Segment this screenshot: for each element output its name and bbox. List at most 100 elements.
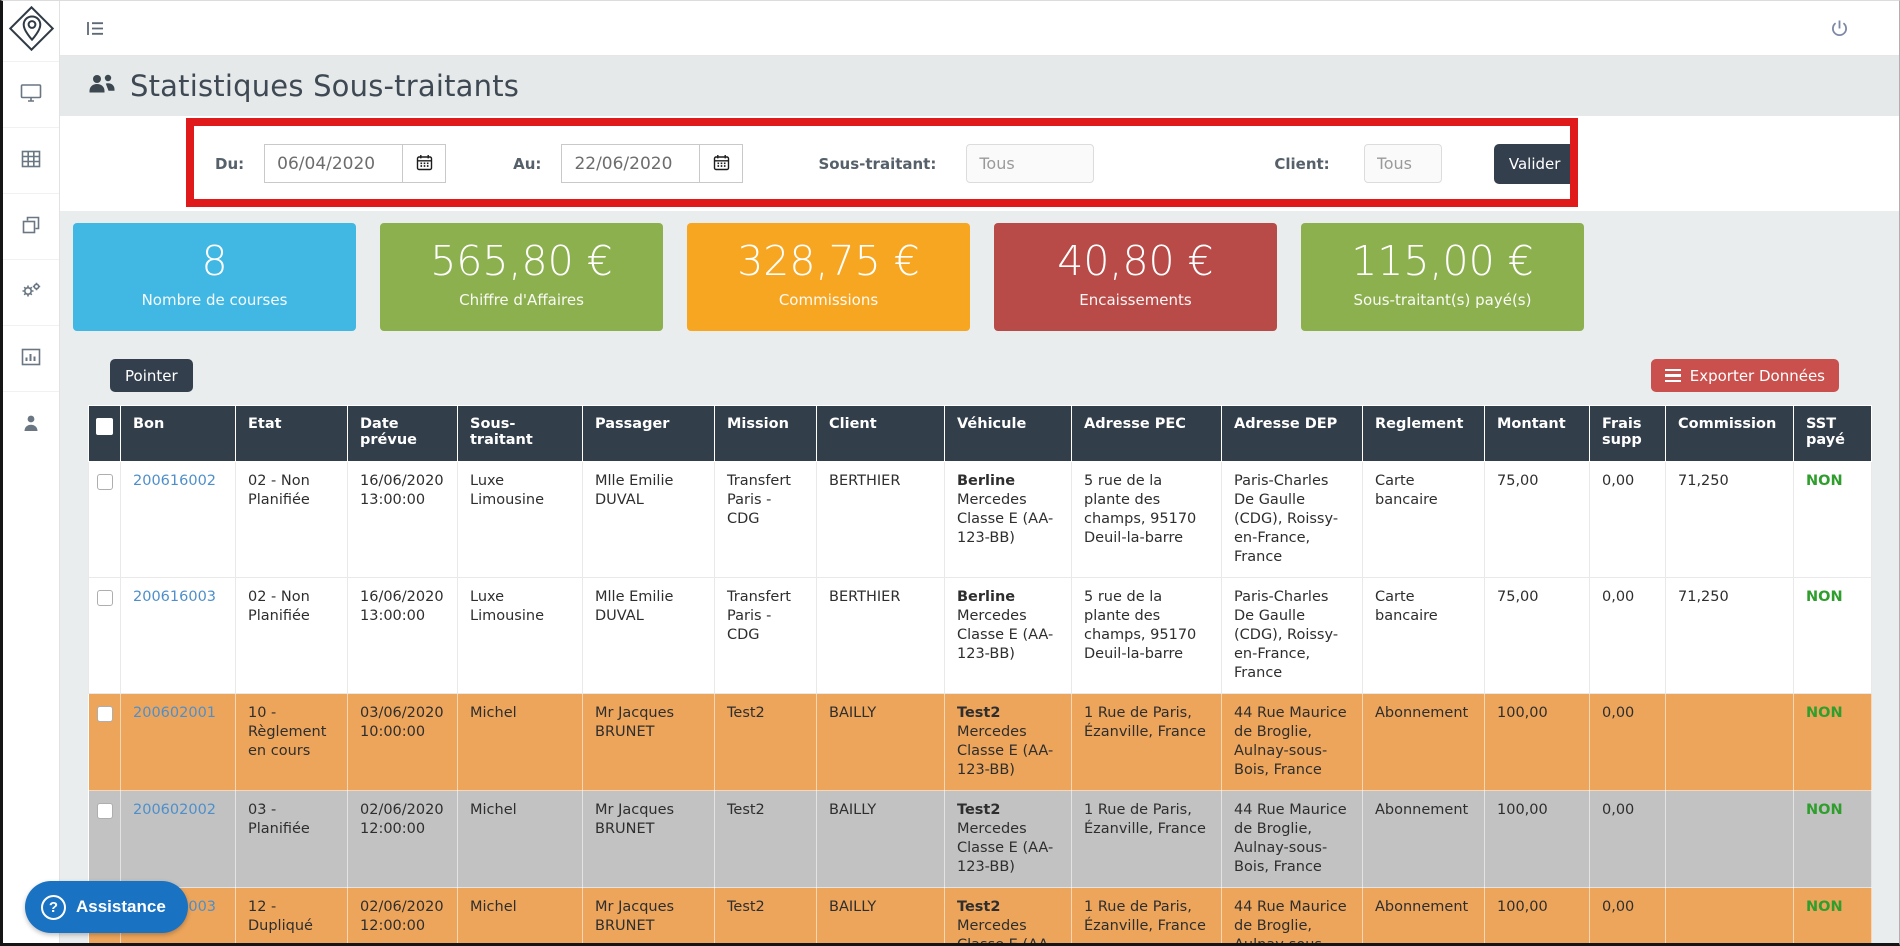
cell-vehicule: Berline Mercedes Classe E (AA-123-BB) — [944, 461, 1072, 578]
cell-adresse-dep: 44 Rue Maurice de Broglie, Aulnay-sous-B… — [1221, 693, 1363, 791]
copy-icon — [21, 215, 41, 239]
cell-select — [88, 577, 121, 694]
bon-link[interactable]: 200602002 — [133, 802, 217, 818]
calendar-to-button[interactable] — [699, 144, 744, 183]
cell-commission — [1665, 790, 1794, 888]
sidebar-item-account[interactable] — [3, 391, 59, 457]
column-header: Véhicule — [944, 405, 1072, 462]
cell-frais-supp: 0,00 — [1589, 577, 1666, 694]
cell-commission: 71,250 — [1665, 577, 1794, 694]
cell-sous-traitant: Luxe Limousine — [457, 577, 583, 694]
pointer-button[interactable]: Pointer — [110, 359, 193, 392]
stat-card-4: 115,00 € Sous-traitant(s) payé(s) — [1301, 223, 1584, 331]
cell-reglement: Carte bancaire — [1362, 577, 1485, 694]
page-title: Statistiques Sous-traitants — [130, 69, 520, 103]
cell-commission: 71,250 — [1665, 461, 1794, 578]
au-label: Au: — [513, 154, 542, 173]
cell-adresse-pec: 1 Rue de Paris, Ézanville, France — [1071, 693, 1222, 791]
cell-bon: 200602001 — [120, 693, 236, 791]
stat-label: Nombre de courses — [141, 291, 288, 309]
cell-vehicule: Test2 Mercedes Classe E (AA-123-BB) — [944, 693, 1072, 791]
cell-bon: 200602002 — [120, 790, 236, 888]
calendar-icon — [416, 154, 433, 174]
date-to-input[interactable] — [561, 144, 700, 183]
stat-card-0: 8 Nombre de courses — [73, 223, 356, 331]
row-checkbox[interactable] — [96, 590, 113, 606]
bon-link[interactable]: 200616002 — [133, 473, 217, 489]
courses-table: Bon Etat Date prévue Sous-traitant Passager M… — [88, 405, 1872, 943]
stat-card-2: 328,75 € Commissions — [687, 223, 970, 331]
column-header: Etat — [235, 405, 348, 462]
sidebar-item-documents[interactable] — [3, 193, 59, 259]
cell-sous-traitant: Michel — [457, 790, 583, 888]
bon-link[interactable]: 200602001 — [133, 705, 217, 721]
assistance-label: Assistance — [76, 897, 166, 916]
column-header: Frais supp — [1589, 405, 1666, 462]
user-icon — [22, 414, 40, 436]
sidebar-item-settings[interactable] — [3, 259, 59, 325]
page-header: Statistiques Sous-traitants — [60, 56, 1899, 116]
stat-value: 40,80 € — [1057, 237, 1214, 285]
cell-adresse-pec: 1 Rue de Paris, Ézanville, France — [1071, 887, 1222, 943]
export-data-button[interactable]: Exporter Données — [1650, 359, 1839, 392]
monitor-icon — [20, 83, 42, 107]
column-header: Sous-traitant — [457, 405, 583, 462]
valider-button[interactable]: Valider — [1493, 143, 1576, 184]
cell-select — [88, 693, 121, 791]
column-header: Adresse PEC — [1071, 405, 1222, 462]
cell-passager: Mlle Emilie DUVAL — [582, 577, 715, 694]
sous-traitant-select[interactable] — [966, 144, 1095, 183]
sidebar-toggle-icon[interactable] — [87, 21, 104, 36]
sst-paye-badge: NON — [1806, 899, 1843, 915]
column-header: Bon — [120, 405, 236, 462]
sidebar-item-planning[interactable] — [3, 127, 59, 193]
stat-value: 328,75 € — [737, 237, 920, 285]
table-row: 20060200312 - Dupliqué02/06/202012:00:00… — [88, 887, 1872, 943]
date-from-input[interactable] — [264, 144, 403, 183]
map-pin-diamond-logo — [7, 3, 57, 59]
sidebar-item-dashboard[interactable] — [3, 61, 59, 127]
cell-adresse-pec: 1 Rue de Paris, Ézanville, France — [1071, 790, 1222, 888]
sst-paye-badge: NON — [1806, 473, 1843, 489]
row-checkbox[interactable] — [96, 803, 113, 819]
cell-adresse-dep: Paris-Charles De Gaulle (CDG), Roissy-en… — [1221, 577, 1363, 694]
client-label: Client: — [1274, 154, 1330, 173]
cell-sous-traitant: Luxe Limousine — [457, 461, 583, 578]
cell-adresse-dep: Paris-Charles De Gaulle (CDG), Roissy-en… — [1221, 461, 1363, 578]
cell-sst-paye: NON — [1793, 887, 1872, 943]
stat-card-1: 565,80 € Chiffre d'Affaires — [380, 223, 663, 331]
cell-client: BAILLY — [816, 887, 945, 943]
stat-label: Encaissements — [1079, 291, 1192, 309]
main-content: 8 Nombre de courses 565,80 € Chiffre d'Affa… — [60, 211, 1899, 943]
sidebar-item-statistics[interactable] — [3, 325, 59, 391]
question-circle-icon: ? — [41, 894, 66, 920]
cell-montant: 75,00 — [1484, 461, 1590, 578]
cell-select — [88, 461, 121, 578]
cell-etat: 03 - Planifiée — [235, 790, 348, 888]
sidebar — [3, 1, 60, 943]
cell-sst-paye: NON — [1793, 461, 1872, 578]
cell-date-prevue: 03/06/2020 10:00:00 — [347, 693, 458, 791]
cell-frais-supp: 0,00 — [1589, 790, 1666, 888]
cell-passager: Mr Jacques BRUNET — [582, 693, 715, 791]
assistance-button[interactable]: ? Assistance — [25, 881, 188, 933]
column-header: Passager — [582, 405, 715, 462]
power-icon[interactable] — [1830, 19, 1849, 38]
cell-reglement: Abonnement — [1362, 790, 1485, 888]
topbar — [60, 1, 1899, 56]
cell-frais-supp: 0,00 — [1589, 461, 1666, 578]
app-logo[interactable] — [3, 1, 60, 61]
cell-date-prevue: 02/06/2020 12:00:00 — [347, 790, 458, 888]
client-select[interactable] — [1363, 144, 1442, 183]
cogs-icon — [20, 281, 42, 305]
bon-link[interactable]: 200616003 — [133, 589, 217, 605]
calendar-from-button[interactable] — [402, 144, 447, 183]
cell-passager: Mr Jacques BRUNET — [582, 790, 715, 888]
stats-row: 8 Nombre de courses 565,80 € Chiffre d'Affa… — [73, 223, 1584, 331]
cell-sous-traitant: Michel — [457, 693, 583, 791]
cell-etat: 02 - Non Planifiée — [235, 577, 348, 694]
row-checkbox[interactable] — [96, 474, 113, 490]
select-all-checkbox[interactable] — [96, 418, 113, 435]
row-checkbox[interactable] — [96, 706, 113, 722]
